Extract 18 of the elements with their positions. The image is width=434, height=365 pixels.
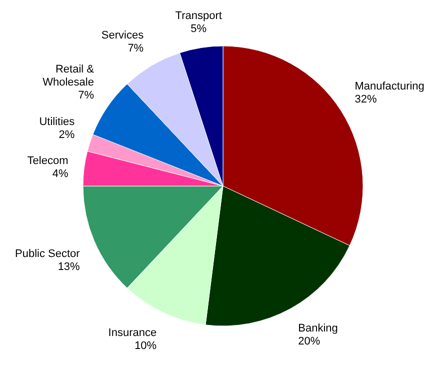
slice-label: Insurance [108,327,157,340]
slice-label: Manufacturing [354,80,424,92]
data-label: 5% [190,22,207,35]
slice-label: Telecom [27,154,68,167]
data-label: 2% [58,128,75,141]
data-label: 4% [52,168,68,180]
slice-label: Services [101,30,144,42]
data-label: 32% [354,93,377,106]
data-label: 13% [58,260,80,273]
slice-label: Banking [298,322,338,335]
slice-label: Public Sector [15,248,80,260]
data-label: 7% [128,42,144,55]
data-label: 20% [298,336,320,348]
slice-label: Retail & Wholesale [42,63,95,88]
slice-label: Transport [175,10,222,22]
data-label: 10% [134,340,157,352]
data-label: 7% [78,89,94,102]
slice-label: Utilities [39,116,76,128]
